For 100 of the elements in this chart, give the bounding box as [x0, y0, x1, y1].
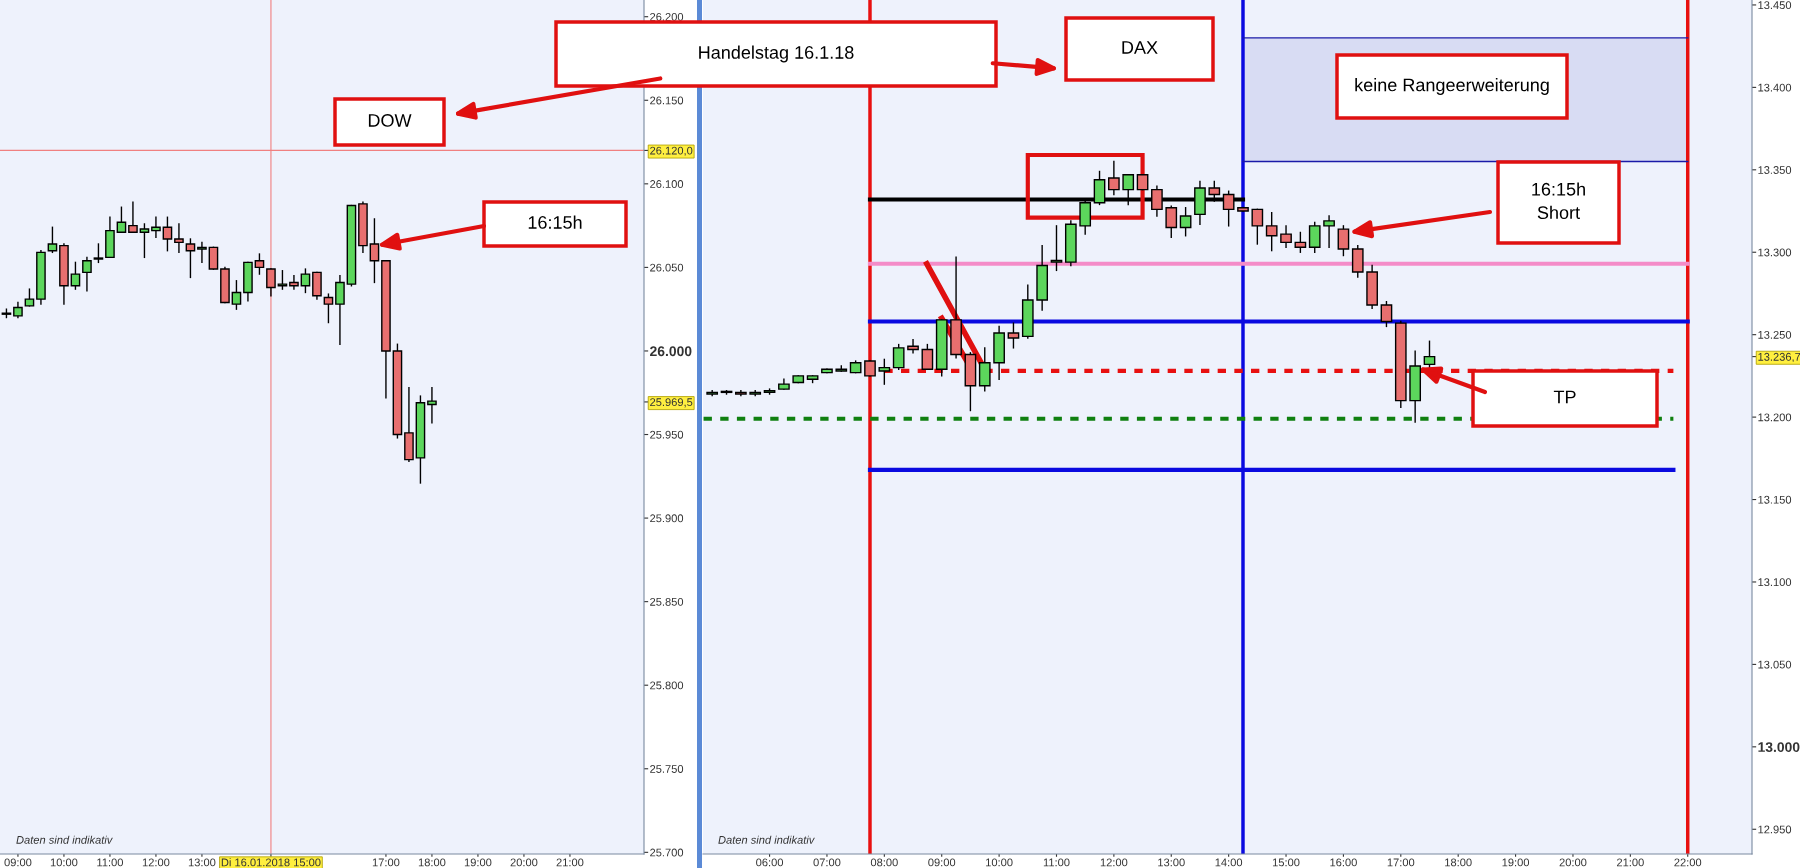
- candlestick: [277, 270, 288, 290]
- annotation: 16:15h Short: [1532, 182, 1585, 220]
- candlestick: [369, 218, 380, 284]
- x-tick-label: 19:00: [464, 858, 492, 867]
- x-tick-label: 19:00: [1502, 858, 1530, 867]
- y-tick-label: 26.150: [650, 96, 684, 105]
- candlestick: [1050, 225, 1063, 272]
- x-tick-label: 18:00: [1445, 858, 1472, 867]
- candlestick: [1265, 211, 1278, 252]
- candlestick: [335, 275, 345, 345]
- candlestick: [323, 293, 334, 324]
- y-tick-label: 25.750: [650, 765, 684, 773]
- x-tick-label: 06:00: [756, 858, 784, 867]
- x-tick-label: 12:00: [142, 858, 170, 867]
- candlestick: [174, 223, 184, 254]
- candlestick: [162, 216, 173, 252]
- candlestick: [907, 338, 919, 354]
- candlestick: [47, 226, 58, 254]
- annotation: DAX: [1122, 41, 1158, 54]
- x-tick-label: 21:00: [1617, 858, 1644, 867]
- x-tick-label: 22:00: [1674, 858, 1702, 867]
- x-tick-label: 18:00: [418, 858, 446, 867]
- candlestick: [1323, 215, 1335, 248]
- y-tick-label: 26.050: [650, 263, 684, 272]
- y-tick-label: 26.000: [650, 346, 692, 357]
- y-tick-label: 13.050: [1758, 660, 1792, 669]
- candlestick: [300, 268, 311, 294]
- candlestick: [1294, 231, 1307, 253]
- y-tick-label: 13.450: [1758, 1, 1792, 10]
- y-tick-label: 13.200: [1758, 413, 1792, 422]
- candlestick: [254, 253, 265, 275]
- candlestick: [427, 387, 437, 424]
- candlestick: [116, 206, 127, 233]
- y-tick-label: 13.100: [1758, 578, 1792, 587]
- y-tick-label: 25.800: [650, 681, 684, 690]
- candlestick: [93, 243, 104, 264]
- x-tick-label: 11:00: [97, 858, 123, 867]
- x-tick-label: 17:00: [1387, 858, 1415, 867]
- y-tick-label: 26.100: [650, 180, 684, 188]
- x-tick-label: 11:00: [1043, 858, 1070, 867]
- x-tick-label: 15:00: [1272, 858, 1300, 867]
- y-tick-label: 13.300: [1758, 248, 1792, 257]
- y-tick-label: 12.950: [1758, 825, 1792, 834]
- candlestick: [878, 358, 891, 385]
- candlestick: [70, 261, 81, 290]
- x-tick-label: 13:00: [1158, 858, 1185, 867]
- candlestick: [151, 216, 161, 239]
- y-tick-label: 13.236,7: [1758, 352, 1800, 363]
- x-tick-label: 21:00: [556, 858, 584, 867]
- candlestick: [1251, 208, 1264, 245]
- x-tick-label: 13:00: [188, 858, 216, 867]
- y-tick-label: 25.950: [650, 430, 684, 439]
- candlestick: [1423, 340, 1436, 369]
- candlestick: [312, 271, 322, 300]
- candlestick: [1308, 221, 1321, 253]
- annotation: Daten sind indikativ: [718, 835, 815, 844]
- x-tick-label: 14:00: [1215, 858, 1243, 867]
- candlestick: [139, 223, 150, 259]
- candlestick: [185, 238, 196, 279]
- x-tick-label: Di 16.01.2018 15:00: [221, 858, 321, 867]
- candlestick: [208, 246, 219, 270]
- annotation: TP: [1553, 390, 1576, 404]
- y-tick-label: 13.150: [1758, 495, 1792, 504]
- x-tick-label: 20:00: [510, 858, 538, 867]
- y-tick-label: 13.350: [1758, 166, 1792, 174]
- candlestick: [1380, 301, 1393, 328]
- x-tick-label: 12:00: [1100, 858, 1128, 867]
- candlestick: [921, 343, 934, 370]
- y-tick-label: 25.700: [650, 848, 684, 857]
- candlestick: [82, 256, 92, 292]
- candlestick: [1337, 225, 1350, 257]
- candlestick: [892, 343, 905, 370]
- x-tick-label: 08:00: [870, 858, 898, 867]
- x-tick-label: 20:00: [1559, 858, 1587, 867]
- annotation: keine Rangeerweiterung: [1355, 78, 1549, 95]
- x-tick-label: 10:00: [50, 858, 78, 867]
- x-tick-label: 17:00: [372, 858, 400, 867]
- annotation: Handelstag 16.1.18: [699, 45, 854, 63]
- x-tick-label: 16:00: [1330, 858, 1357, 867]
- candlestick: [1108, 160, 1120, 196]
- y-tick-label: 26.200: [650, 12, 684, 21]
- y-tick-label: 13.250: [1758, 330, 1792, 339]
- annotation: DOW: [368, 114, 412, 127]
- x-tick-label: 10:00: [986, 858, 1013, 867]
- annotation: Daten sind indikativ: [16, 835, 113, 844]
- candlestick: [978, 347, 991, 392]
- x-tick-label: 07:00: [813, 858, 841, 867]
- candlestick: [1007, 322, 1020, 349]
- candlestick: [1165, 205, 1178, 239]
- annotation: 16:15h: [528, 215, 582, 229]
- candlestick: [266, 268, 276, 297]
- y-tick-label: 26.120,0: [650, 146, 693, 156]
- y-tick-label: 25.850: [650, 597, 684, 606]
- y-tick-label: 25.969,5: [650, 398, 693, 408]
- y-tick-label: 25.900: [650, 514, 684, 523]
- candlestick: [1179, 207, 1192, 237]
- x-tick-label: 09:00: [928, 858, 956, 867]
- y-tick-label: 13.400: [1758, 83, 1792, 92]
- x-tick-label: 09:00: [4, 858, 32, 867]
- candlestick: [1351, 244, 1364, 278]
